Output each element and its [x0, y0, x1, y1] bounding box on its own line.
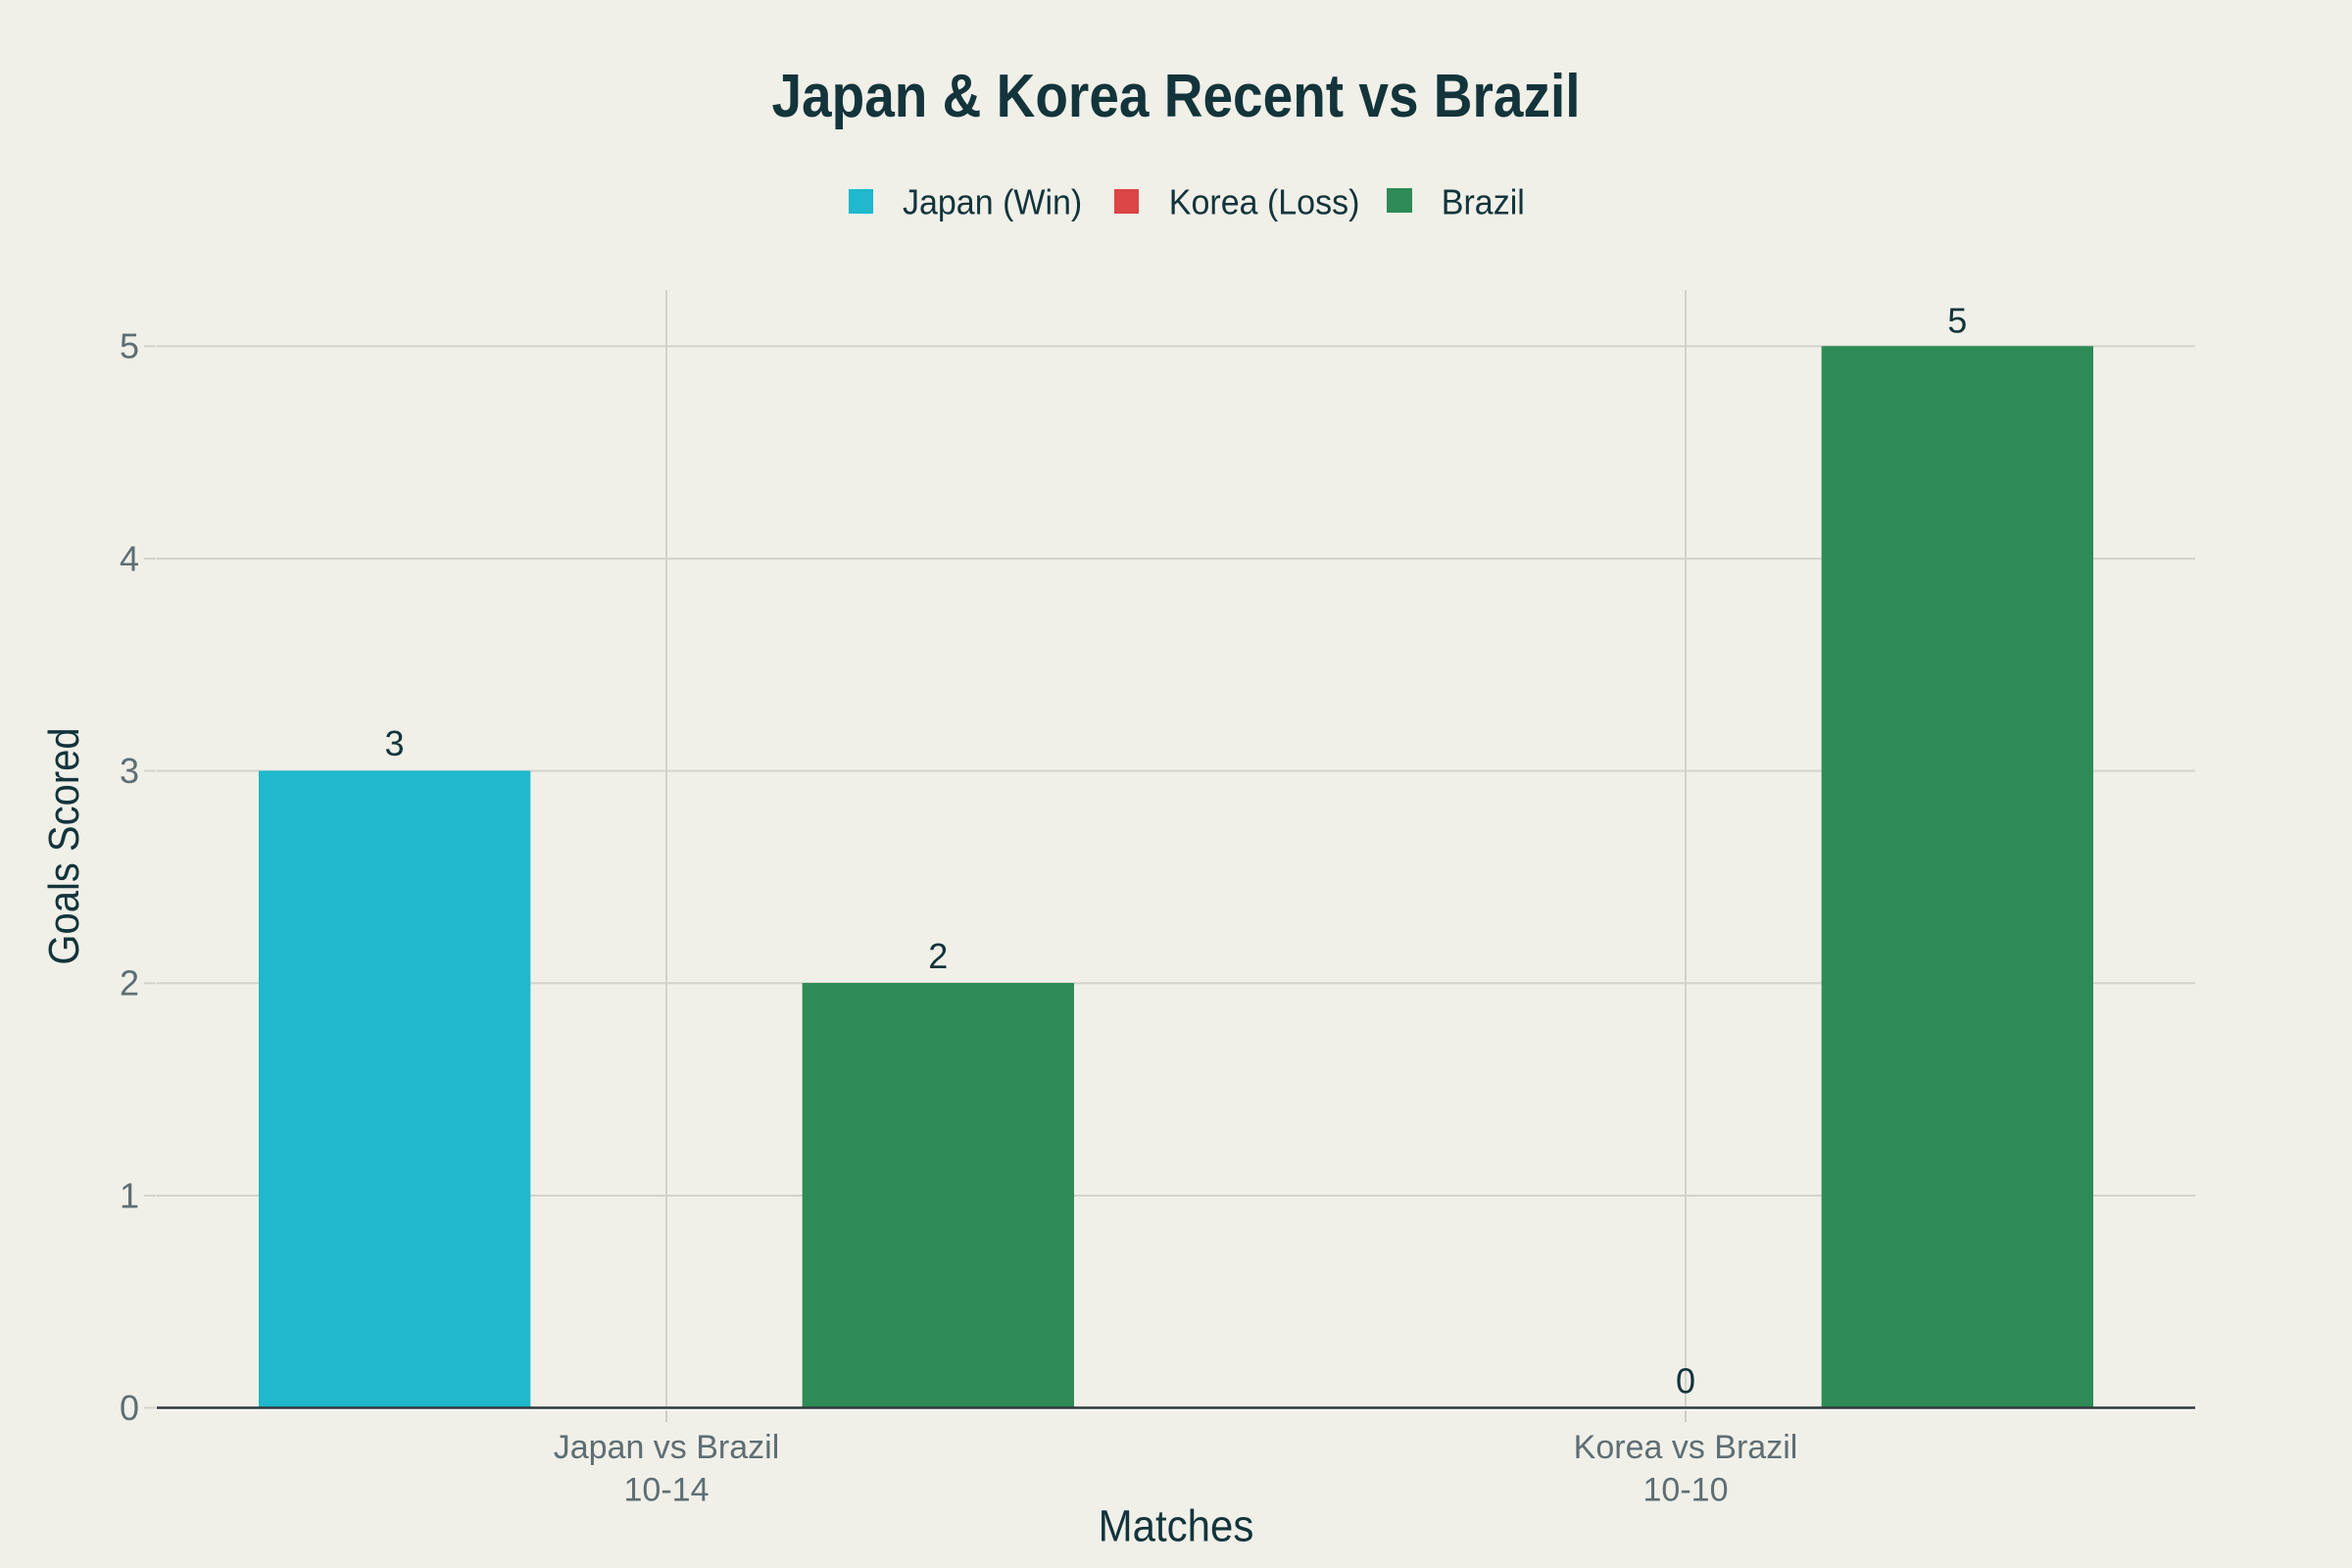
svg-text:Matches: Matches [1099, 1501, 1254, 1551]
svg-text:3: 3 [384, 723, 404, 763]
svg-text:2: 2 [120, 963, 139, 1004]
svg-text:Goals Scored: Goals Scored [39, 727, 87, 964]
svg-text:2: 2 [928, 936, 948, 976]
svg-text:3: 3 [120, 751, 139, 791]
svg-text:10-10: 10-10 [1643, 1472, 1729, 1509]
svg-text:Brazil: Brazil [1442, 182, 1525, 221]
svg-text:Japan vs Brazil: Japan vs Brazil [554, 1429, 780, 1466]
svg-text:5: 5 [120, 326, 139, 367]
svg-text:Japan (Win): Japan (Win) [903, 182, 1082, 221]
svg-text:0: 0 [120, 1388, 139, 1428]
svg-text:10-14: 10-14 [624, 1472, 710, 1509]
svg-text:0: 0 [1676, 1361, 1695, 1401]
svg-text:Korea vs Brazil: Korea vs Brazil [1574, 1429, 1798, 1466]
svg-text:1: 1 [120, 1175, 139, 1215]
svg-text:Korea (Loss): Korea (Loss) [1169, 182, 1360, 221]
svg-text:4: 4 [120, 538, 139, 578]
svg-text:5: 5 [1947, 301, 1967, 341]
svg-text:Japan & Korea Recent vs Brazil: Japan & Korea Recent vs Brazil [771, 63, 1580, 130]
